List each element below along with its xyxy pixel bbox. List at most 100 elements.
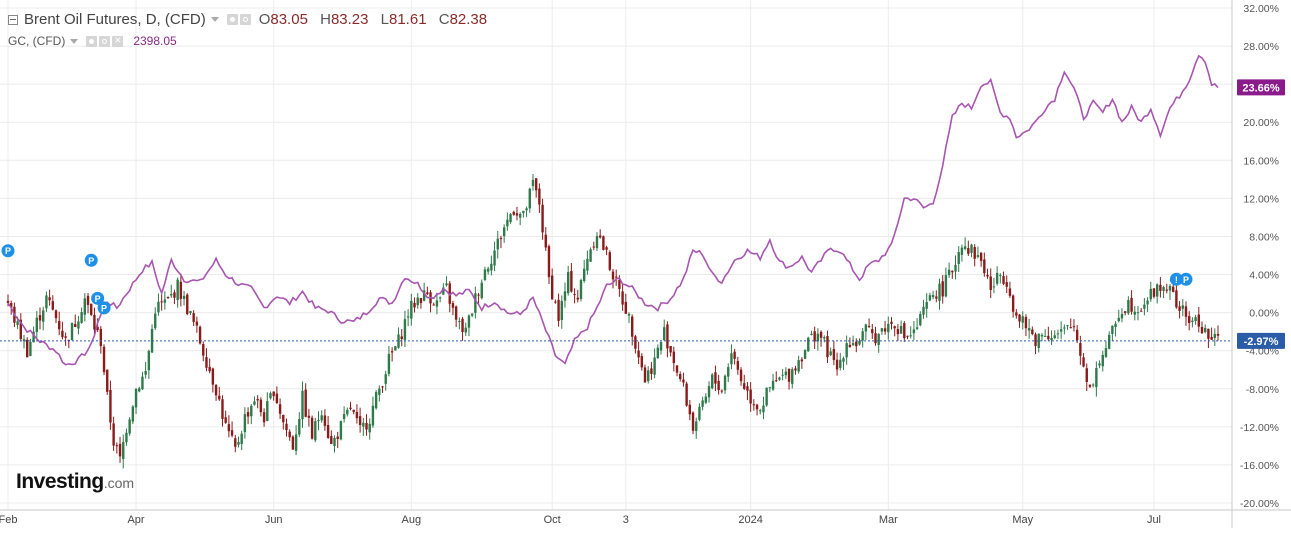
candle-body: [915, 327, 919, 329]
candle-body: [1133, 311, 1136, 315]
candle-body: [615, 276, 618, 278]
event-marker-icon[interactable]: P: [1, 244, 15, 258]
event-marker-icon[interactable]: P: [91, 291, 105, 305]
candle-body: [112, 423, 115, 446]
candle-body: [1146, 300, 1149, 305]
candle-body: [666, 324, 669, 349]
candle-body: [128, 419, 131, 434]
candle-body: [32, 331, 35, 343]
candle-body: [810, 333, 813, 335]
candle-body: [835, 359, 839, 370]
candle-body: [1053, 335, 1056, 339]
candle-body: [794, 368, 797, 371]
candle-body: [282, 415, 285, 423]
candle-body: [550, 275, 554, 300]
candle-body: [262, 412, 266, 423]
candle-body: [531, 179, 535, 187]
candle-body: [589, 249, 592, 262]
candle-body: [1047, 335, 1050, 340]
event-marker-icon[interactable]: P: [84, 253, 98, 267]
candle-body: [464, 327, 467, 333]
chevron-down-icon[interactable]: [70, 38, 79, 44]
event-marker-circle: [97, 301, 111, 315]
candle-body: [1072, 326, 1076, 328]
primary-legend: Brent Oil Futures, D, (CFD) O83.05 H83.2…: [8, 11, 495, 28]
candle-body: [278, 404, 282, 414]
candle-body: [999, 275, 1002, 277]
candle-body: [240, 433, 243, 445]
candle-body: [797, 360, 800, 372]
candle-body: [64, 336, 67, 338]
x-tick-label: Oct: [544, 514, 561, 526]
event-marker-icon[interactable]: P: [97, 301, 111, 315]
candle-body: [1069, 327, 1072, 329]
event-marker-letter: !: [1175, 275, 1178, 285]
y-tick-label: 12.00%: [1243, 193, 1279, 205]
candle-body: [141, 376, 144, 390]
event-marker-icon[interactable]: !: [1169, 272, 1183, 286]
open-value: 83.05: [270, 11, 308, 28]
candle-body: [1165, 289, 1168, 291]
candle-body: [935, 296, 938, 299]
candle-body: [573, 294, 576, 296]
event-marker-circle: [1179, 272, 1193, 286]
candle-body: [202, 344, 205, 356]
candle-body: [1002, 276, 1005, 284]
candle-body: [746, 386, 749, 391]
candle-body: [250, 405, 253, 417]
candle-body: [403, 319, 407, 340]
eye-icon[interactable]: [226, 14, 238, 25]
candle-body: [294, 434, 298, 451]
candle-body: [957, 252, 960, 265]
candle-body: [1040, 334, 1044, 337]
close-icon[interactable]: [112, 33, 124, 47]
candle-body: [855, 341, 858, 347]
candle-body: [515, 213, 519, 216]
brent-candles: [6, 174, 1220, 469]
candle-body: [624, 301, 628, 314]
candle-body: [381, 386, 384, 388]
candle-body: [896, 329, 900, 335]
candle-body: [1155, 284, 1159, 297]
candle-body: [912, 329, 916, 334]
candle-body: [99, 328, 103, 347]
collapse-icon[interactable]: [8, 14, 18, 25]
candle-body: [768, 387, 772, 389]
candle-body: [358, 416, 362, 425]
candle-body: [1114, 323, 1117, 328]
candle-body: [762, 405, 765, 413]
candle-body: [781, 374, 784, 376]
candle-body: [951, 270, 954, 273]
eye-icon[interactable]: [86, 35, 98, 47]
candle-body: [976, 255, 980, 257]
x-tick-label: May: [1012, 514, 1033, 526]
event-marker-icon[interactable]: P: [1179, 272, 1193, 286]
candle-body: [893, 326, 896, 329]
gear-icon[interactable]: [239, 14, 251, 25]
candle-body: [1037, 333, 1040, 348]
candle-body: [1082, 357, 1085, 367]
gold-value-badge-bg: [1237, 79, 1285, 96]
candle-body: [509, 214, 512, 223]
candle-body: [973, 247, 976, 259]
candle-body: [38, 315, 42, 321]
gear-icon[interactable]: [99, 35, 111, 47]
candle-body: [1120, 314, 1124, 319]
candle-body: [173, 292, 176, 298]
candle-body: [528, 188, 531, 209]
candle-body: [534, 178, 538, 191]
candle-body: [682, 379, 685, 383]
candle-body: [714, 372, 717, 384]
chevron-down-icon[interactable]: [210, 17, 219, 22]
y-tick-label: 20.00%: [1243, 117, 1279, 129]
candle-body: [778, 377, 781, 380]
candle-body: [851, 343, 855, 346]
candle-body: [883, 328, 887, 332]
candle-body: [813, 331, 816, 342]
x-tick-label: Jul: [1147, 514, 1161, 526]
candle-body: [138, 388, 141, 392]
candle-body: [1216, 333, 1220, 336]
